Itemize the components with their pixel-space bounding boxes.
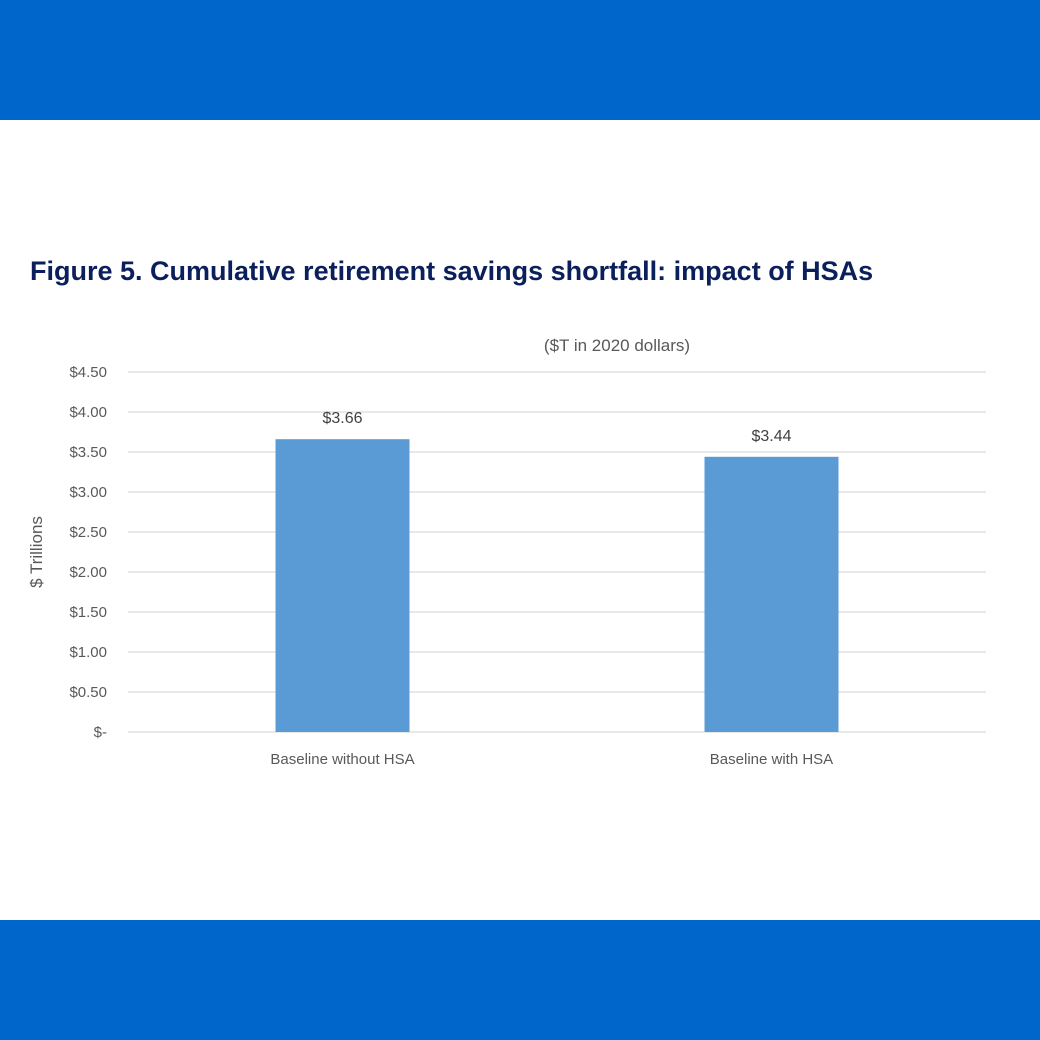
x-category-label: Baseline with HSA bbox=[710, 751, 833, 768]
gridlines bbox=[128, 371, 986, 733]
y-tick-label: $1.00 bbox=[69, 644, 107, 661]
y-tick-label: $0.50 bbox=[69, 684, 107, 701]
chart-subtitle: ($T in 2020 dollars) bbox=[544, 336, 690, 355]
bottom-banner bbox=[0, 920, 1040, 1040]
bar bbox=[704, 456, 839, 732]
y-tick-label: $2.00 bbox=[69, 564, 107, 581]
x-axis-categories: Baseline without HSA Baseline with HSA bbox=[270, 751, 833, 768]
x-category-label: Baseline without HSA bbox=[270, 751, 414, 768]
y-tick-label: $2.50 bbox=[69, 524, 107, 541]
y-tick-label: $4.50 bbox=[69, 364, 107, 381]
y-tick-label: $1.50 bbox=[69, 604, 107, 621]
bars bbox=[275, 439, 839, 732]
data-label: $3.66 bbox=[322, 410, 362, 427]
y-tick-label: $3.00 bbox=[69, 484, 107, 501]
top-banner bbox=[0, 0, 1040, 120]
bar-chart: $- $0.50 $1.00 $1.50 $2.00 $2.50 $3.00 $3.50 $4.… bbox=[27, 336, 986, 768]
y-tick-label: $4.00 bbox=[69, 404, 107, 421]
y-tick-label: $- bbox=[94, 724, 107, 741]
figure-title: Figure 5. Cumulative retirement savings … bbox=[30, 256, 874, 286]
data-labels: $3.66 $3.44 bbox=[322, 410, 791, 445]
bar bbox=[275, 439, 410, 732]
y-axis-label: $ Trillions bbox=[27, 516, 46, 588]
y-tick-label: $3.50 bbox=[69, 444, 107, 461]
data-label: $3.44 bbox=[751, 428, 791, 445]
y-axis-ticks: $- $0.50 $1.00 $1.50 $2.00 $2.50 $3.00 $3.50 $4.… bbox=[69, 364, 107, 741]
